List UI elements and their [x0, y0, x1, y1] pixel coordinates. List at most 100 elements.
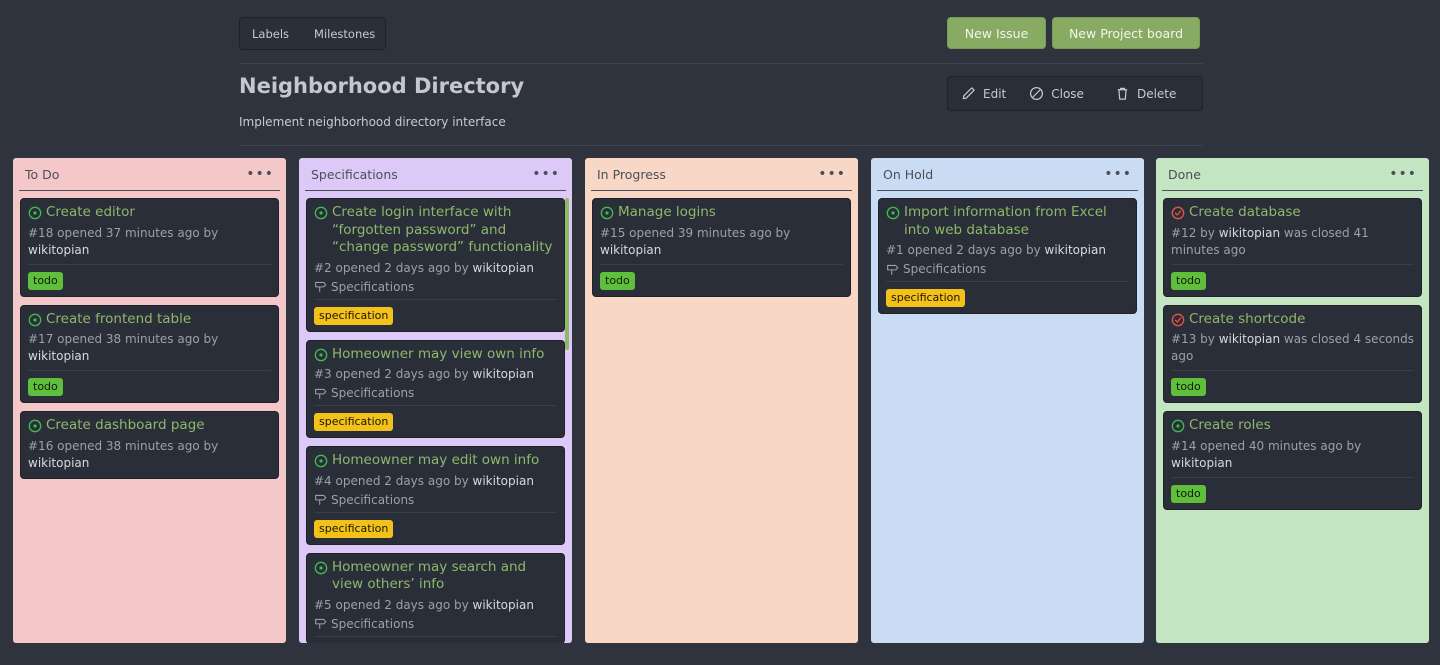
signpost-icon	[315, 494, 327, 505]
issue-title[interactable]: Create frontend table	[46, 310, 192, 327]
kebab-menu-icon[interactable]: •••	[818, 166, 846, 182]
issue-project-name: Specifications	[331, 386, 415, 400]
issue-project[interactable]: Specifications	[314, 280, 557, 300]
issue-title[interactable]: Create shortcode	[1189, 310, 1306, 327]
issue-author[interactable]: wikitopian	[28, 242, 90, 257]
board-column: To Do ••• Create editor #18 opened 37 minut…	[13, 158, 286, 643]
issue-title-row: Create login interface with “forgotten p…	[314, 204, 557, 257]
tab-labels[interactable]: Labels	[252, 26, 290, 41]
issue-meta-text: #5 opened 2 days ago by	[314, 597, 469, 612]
issue-meta-text: #15 opened 39 minutes ago by	[600, 225, 791, 240]
new-issue-button[interactable]: New Issue	[947, 17, 1046, 49]
issue-open-icon	[886, 206, 900, 220]
issue-meta: #15 opened 39 minutes ago by wikitopian	[600, 225, 843, 259]
issue-title[interactable]: Create database	[1189, 204, 1301, 220]
issue-author[interactable]: wikitopian	[472, 597, 534, 612]
label-badge[interactable]: todo	[1171, 378, 1206, 396]
edit-label: Edit	[983, 86, 1007, 101]
issue-author[interactable]: wikitopian	[472, 367, 534, 381]
issue-card[interactable]: Create database #12 by wikitopian was clo…	[1163, 198, 1422, 297]
card-divider	[600, 263, 843, 265]
issue-meta: #14 opened 40 minutes ago by wikitopian	[1171, 438, 1414, 472]
issue-card[interactable]: Create roles #14 opened 40 minutes ago by…	[1163, 411, 1422, 510]
tab-milestones[interactable]: Milestones	[314, 26, 376, 41]
card-list: Import information from Excel into web d…	[878, 198, 1137, 643]
label-badge[interactable]: todo	[1171, 271, 1206, 290]
issue-author[interactable]: wikitopian	[1218, 332, 1281, 346]
issue-project[interactable]: Specifications	[314, 493, 557, 513]
issue-open-icon	[28, 313, 42, 326]
issue-title[interactable]: Homeowner may view own info	[332, 345, 545, 362]
column-header: Done •••	[1162, 158, 1423, 191]
issue-author[interactable]: wikitopian	[600, 242, 662, 257]
issue-card[interactable]: Create editor #18 opened 37 minutes ago b…	[20, 198, 279, 297]
issue-title[interactable]: Create login interface with “forgotten p…	[332, 204, 553, 255]
issue-meta: #3 opened 2 days ago by wikitopian	[314, 366, 557, 383]
label-badge[interactable]: todo	[600, 271, 635, 290]
label-badge[interactable]: specification	[314, 519, 394, 538]
issue-author[interactable]: wikitopian	[28, 349, 90, 363]
column-scrollbar[interactable]	[565, 198, 569, 350]
issue-author[interactable]: wikitopian	[28, 455, 90, 470]
issue-author[interactable]: wikitopian	[1171, 455, 1233, 470]
issue-title[interactable]: Import information from Excel into web d…	[904, 204, 1107, 238]
card-divider	[1171, 476, 1414, 478]
column-header: In Progress •••	[591, 158, 852, 191]
issue-card[interactable]: Homeowner may edit own info #4 opened 2 d…	[306, 446, 565, 545]
issue-card[interactable]: Create shortcode #13 by wikitopian was cl…	[1163, 304, 1422, 403]
issue-card[interactable]: Manage logins #15 opened 39 minutes ago b…	[592, 198, 851, 297]
issue-card[interactable]: Homeowner may search and view others’ in…	[306, 552, 565, 643]
issue-title[interactable]: Homeowner may edit own info	[332, 452, 540, 468]
label-badge[interactable]: specification	[314, 306, 394, 325]
issue-meta: #18 opened 37 minutes ago by wikitopian	[28, 225, 271, 259]
issue-project[interactable]: Specifications	[314, 617, 557, 637]
kebab-menu-icon[interactable]: •••	[1104, 166, 1132, 182]
issue-card[interactable]: Homeowner may view own info #3 opened 2 d…	[306, 339, 565, 438]
kebab-menu-icon[interactable]: •••	[246, 166, 274, 182]
card-divider	[1171, 263, 1414, 265]
issue-author[interactable]: wikitopian	[1218, 225, 1281, 240]
issue-open-icon	[314, 454, 328, 468]
close-button[interactable]: Close	[1029, 86, 1084, 101]
new-project-board-button[interactable]: New Project board	[1052, 17, 1200, 49]
issue-title[interactable]: Create dashboard page	[46, 417, 205, 433]
issue-author[interactable]: wikitopian	[1044, 243, 1106, 257]
label-badge[interactable]: specification	[314, 413, 394, 431]
issue-meta: #12 by wikitopian was closed 41 minutes …	[1171, 225, 1414, 259]
board-column: Done ••• Create database #12 by wikitopian …	[1156, 158, 1429, 643]
issue-author[interactable]: wikitopian	[472, 260, 534, 275]
board-column: On Hold ••• Import information from Excel …	[871, 158, 1144, 643]
issue-card[interactable]: Import information from Excel into web d…	[878, 198, 1137, 314]
issue-meta-suffix: was closed 4 seconds ago	[1171, 332, 1414, 363]
issue-card[interactable]: Create dashboard page #16 opened 38 minut…	[20, 411, 279, 479]
issue-title[interactable]: Create editor	[46, 204, 135, 220]
issue-title[interactable]: Manage logins	[618, 204, 716, 220]
edit-button[interactable]: Edit	[961, 86, 1006, 101]
issue-title[interactable]: Homeowner may search and view others’ in…	[332, 558, 527, 593]
issue-project[interactable]: Specifications	[314, 386, 557, 406]
kebab-menu-icon[interactable]: •••	[532, 166, 560, 182]
issue-card[interactable]: Create login interface with “forgotten p…	[306, 198, 565, 332]
issue-open-icon	[314, 561, 328, 574]
label-badge[interactable]: todo	[28, 378, 63, 396]
issue-title[interactable]: Create roles	[1189, 417, 1271, 433]
board-actions: Edit Close Delete	[947, 76, 1203, 111]
card-list: Create login interface with “forgotten p…	[306, 198, 565, 643]
label-badge[interactable]: specification	[886, 289, 966, 307]
issue-open-icon	[1171, 419, 1185, 433]
issue-project[interactable]: Specifications	[886, 262, 1129, 282]
label-badge[interactable]: todo	[1171, 484, 1206, 503]
issue-title-row: Create roles	[1171, 417, 1414, 435]
issue-title-row: Create dashboard page	[28, 417, 271, 435]
issue-meta-text: #2 opened 2 days ago by	[314, 260, 469, 275]
column-title: On Hold	[883, 166, 934, 182]
delete-button[interactable]: Delete	[1115, 86, 1176, 101]
issue-title-row: Homeowner may view own info	[314, 346, 557, 364]
signpost-icon	[887, 264, 899, 275]
issue-closed-icon	[1171, 313, 1185, 326]
issue-card[interactable]: Create frontend table #17 opened 38 minut…	[20, 304, 279, 403]
column-header: On Hold •••	[877, 158, 1138, 191]
label-badge[interactable]: todo	[28, 271, 63, 290]
kebab-menu-icon[interactable]: •••	[1389, 166, 1417, 182]
issue-author[interactable]: wikitopian	[472, 473, 534, 488]
